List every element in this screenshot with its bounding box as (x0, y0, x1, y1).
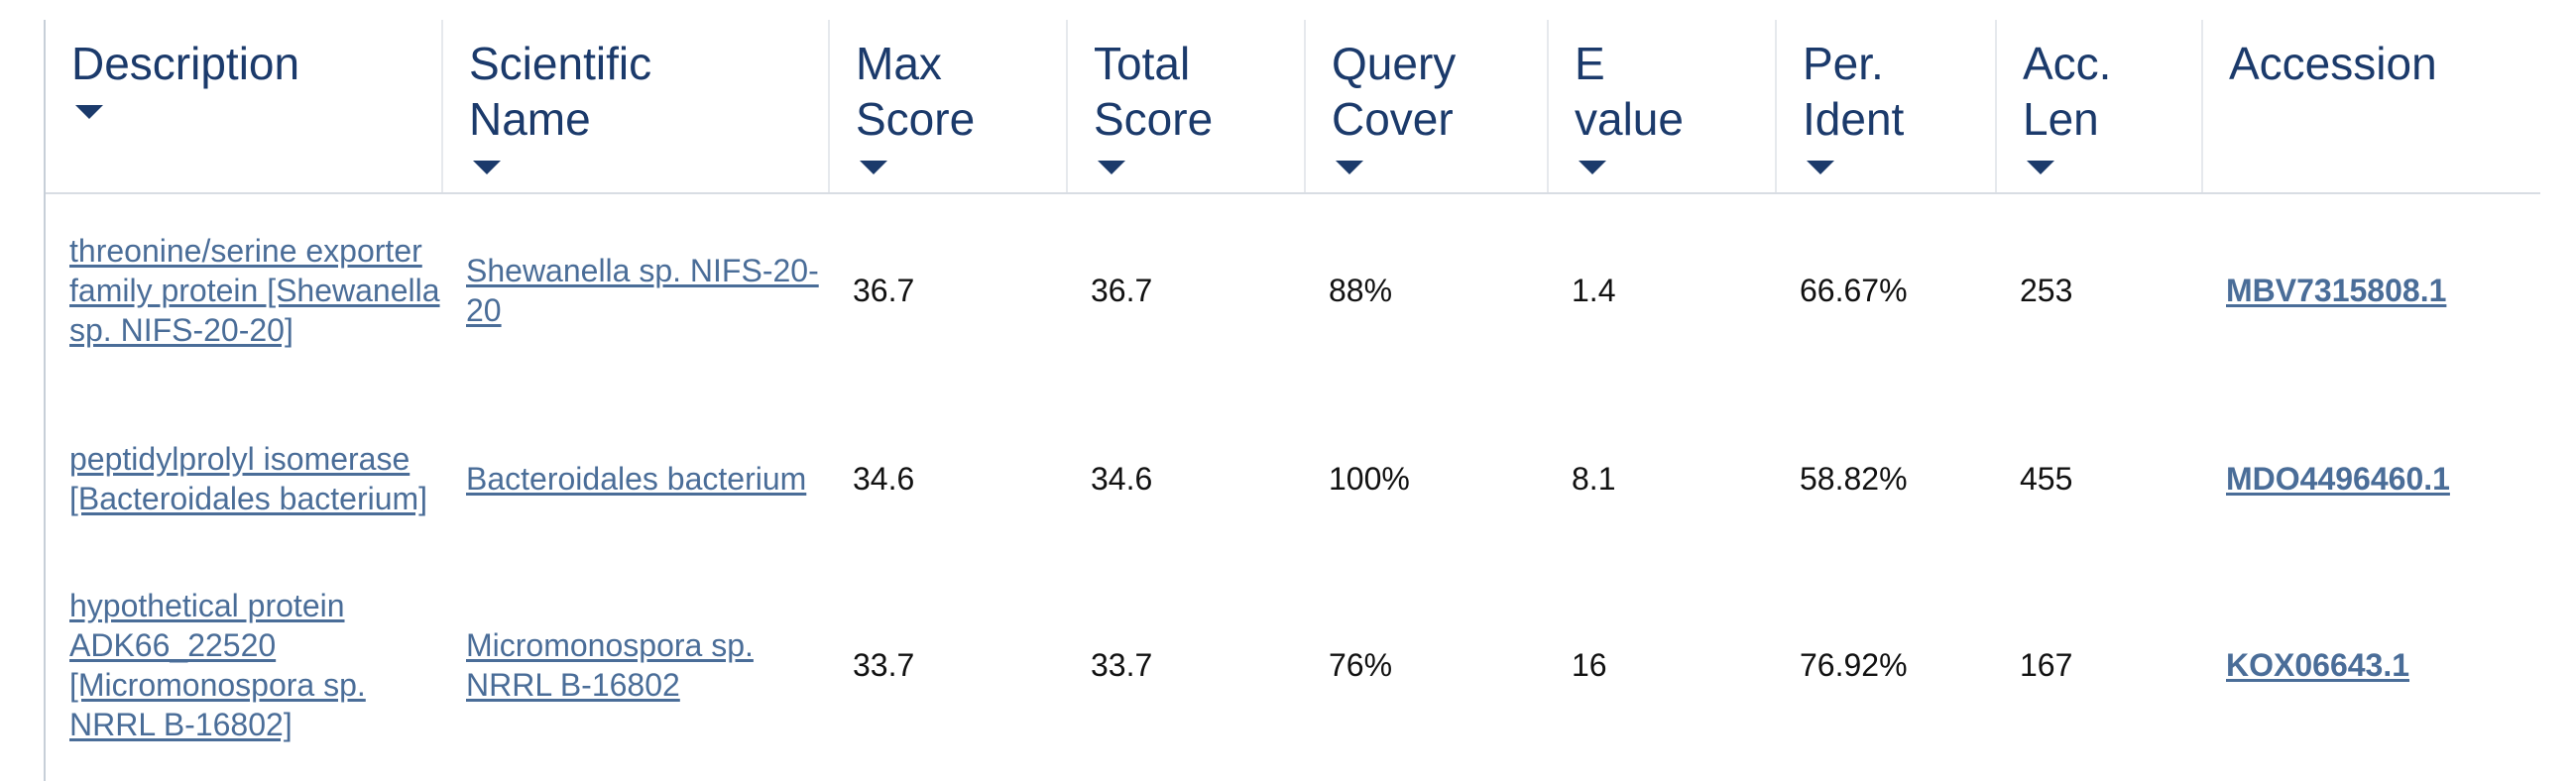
cell-max-score: 34.6 (853, 461, 915, 497)
cell-acc-len: 167 (2020, 647, 2073, 683)
cell-accession: MDO4496460.1 (2202, 386, 2540, 572)
table-row: peptidylprolyl isomerase [Bacteroidales … (46, 386, 2540, 572)
caret-down-icon[interactable] (860, 161, 887, 174)
cell-scientific-name: Micromonospora sp. NRRL B-16802 (442, 572, 829, 758)
cell-total-score: 33.7 (1091, 647, 1153, 683)
col-header-label: E value (1575, 38, 1684, 145)
header-row: Description Scientific Name Max Score To… (46, 20, 2540, 194)
col-header-scientific-name[interactable]: Scientific Name (442, 20, 830, 194)
cell-scientific-name: Shewanella sp. NIFS-20-20 (442, 193, 829, 386)
description-link[interactable]: hypothetical protein ADK66_22520 [Microm… (69, 588, 366, 742)
cell-e-value: 1.4 (1572, 272, 1616, 308)
cell-description: threonine/serine exporter family protein… (46, 193, 442, 386)
cell-query-cover: 88% (1329, 272, 1393, 308)
caret-down-icon[interactable] (75, 105, 103, 119)
caret-down-icon[interactable] (1807, 161, 1834, 174)
col-header-per-ident[interactable]: Per. Ident (1776, 20, 1997, 194)
col-header-label: Description (71, 38, 300, 89)
col-header-description[interactable]: Description (46, 20, 443, 194)
cell-query-cover: 76% (1329, 647, 1393, 683)
results-table-container: Description Scientific Name Max Score To… (44, 20, 2540, 781)
cell-accession: MBV7315808.1 (2202, 193, 2540, 386)
col-header-label: Accession (2229, 38, 2437, 89)
cell-per-ident: 76.92% (1800, 647, 1908, 683)
col-header-accession[interactable]: Accession (2202, 20, 2540, 194)
accession-link[interactable]: KOX06643.1 (2226, 647, 2410, 683)
results-table: Description Scientific Name Max Score To… (46, 20, 2540, 758)
cell-accession: KOX06643.1 (2202, 572, 2540, 758)
cell-query-cover: 100% (1329, 461, 1410, 497)
description-link[interactable]: threonine/serine exporter family protein… (69, 232, 440, 348)
col-header-acc-len[interactable]: Acc. Len (1996, 20, 2203, 194)
col-header-label: Per. Ident (1803, 38, 1905, 145)
cell-acc-len: 455 (2020, 461, 2073, 497)
col-header-query-cover[interactable]: Query Cover (1305, 20, 1549, 194)
scientific-name-link[interactable]: Bacteroidales bacterium (466, 461, 807, 497)
col-header-e-value[interactable]: E value (1548, 20, 1777, 194)
cell-per-ident: 58.82% (1800, 461, 1908, 497)
table-row: threonine/serine exporter family protein… (46, 193, 2540, 386)
accession-link[interactable]: MBV7315808.1 (2226, 272, 2447, 308)
cell-total-score: 34.6 (1091, 461, 1153, 497)
cell-acc-len: 253 (2020, 272, 2073, 308)
caret-down-icon[interactable] (2027, 161, 2054, 174)
col-header-label: Total Score (1094, 38, 1214, 145)
cell-e-value: 8.1 (1572, 461, 1616, 497)
caret-down-icon[interactable] (1098, 161, 1125, 174)
scientific-name-link[interactable]: Shewanella sp. NIFS-20-20 (466, 252, 819, 328)
cell-description: peptidylprolyl isomerase [Bacteroidales … (46, 386, 442, 572)
cell-per-ident: 66.67% (1800, 272, 1908, 308)
col-header-label: Query Cover (1332, 38, 1457, 145)
cell-description: hypothetical protein ADK66_22520 [Microm… (46, 572, 442, 758)
cell-e-value: 16 (1572, 647, 1607, 683)
caret-down-icon[interactable] (473, 161, 501, 174)
col-header-label: Acc. Len (2023, 38, 2112, 145)
col-header-label: Scientific Name (469, 38, 652, 145)
cell-scientific-name: Bacteroidales bacterium (442, 386, 829, 572)
description-link[interactable]: peptidylprolyl isomerase [Bacteroidales … (69, 441, 428, 516)
cell-max-score: 36.7 (853, 272, 915, 308)
cell-max-score: 33.7 (853, 647, 915, 683)
col-header-max-score[interactable]: Max Score (829, 20, 1068, 194)
caret-down-icon[interactable] (1336, 161, 1363, 174)
cell-total-score: 36.7 (1091, 272, 1153, 308)
col-header-total-score[interactable]: Total Score (1067, 20, 1306, 194)
col-header-label: Max Score (856, 38, 976, 145)
scientific-name-link[interactable]: Micromonospora sp. NRRL B-16802 (466, 627, 754, 703)
caret-down-icon[interactable] (1579, 161, 1606, 174)
accession-link[interactable]: MDO4496460.1 (2226, 461, 2450, 497)
table-row: hypothetical protein ADK66_22520 [Microm… (46, 572, 2540, 758)
